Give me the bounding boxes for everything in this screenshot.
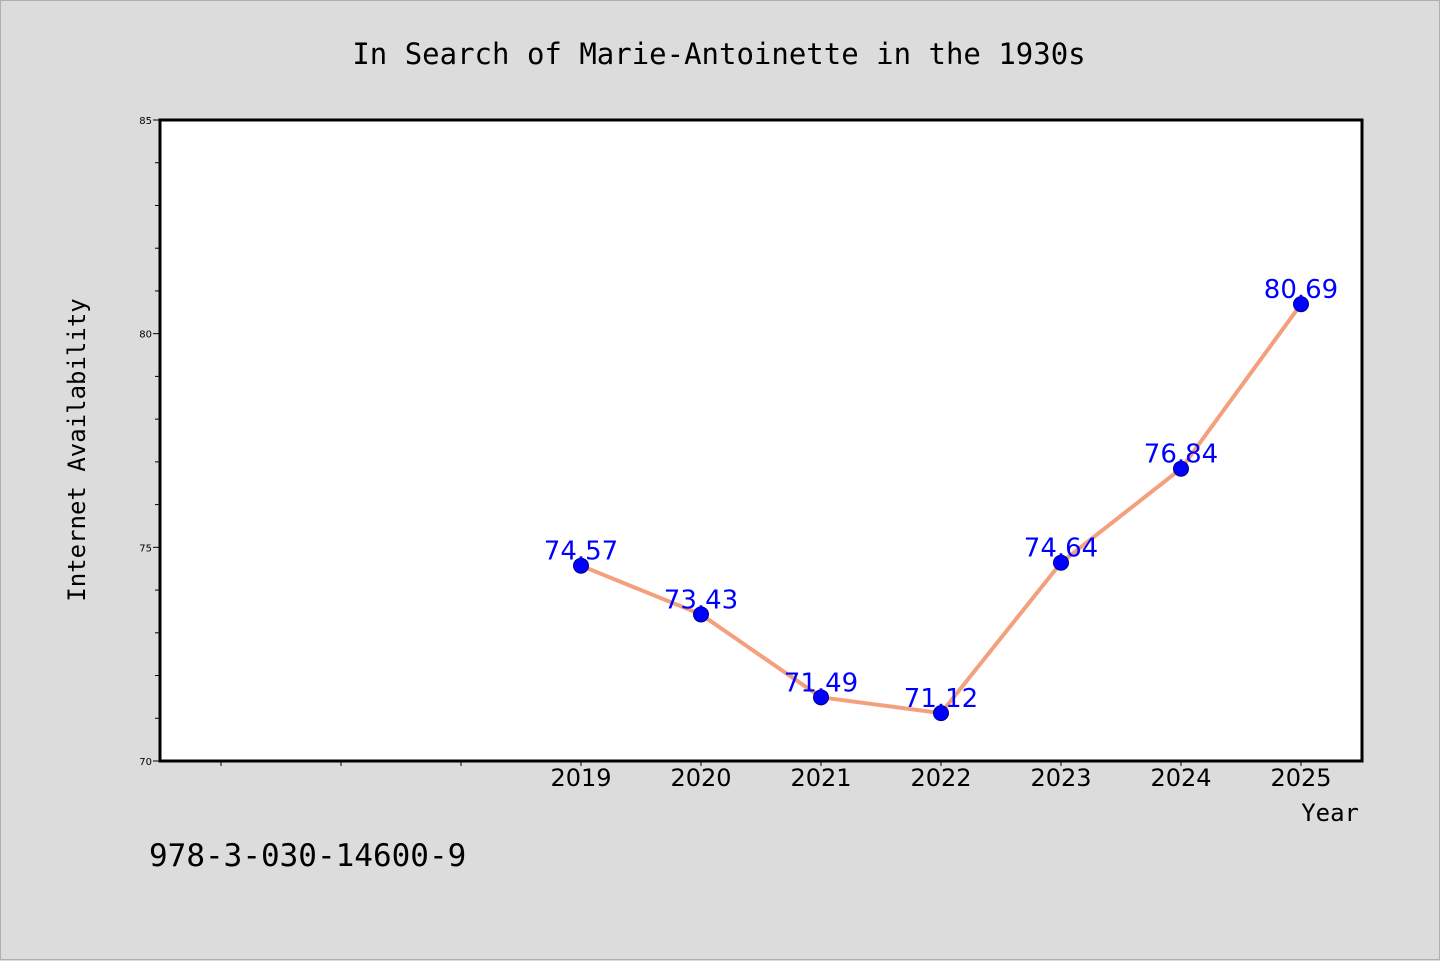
x-axis-ticks: 2019 2020 2021 2022 2023 2024 2025 xyxy=(220,761,1332,792)
y-axis-label: Internet Availability xyxy=(63,298,91,601)
data-point xyxy=(1053,554,1069,571)
data-label: 76.84 xyxy=(1144,440,1218,470)
isbn-text: 978-3-030-14600-9 xyxy=(149,838,466,874)
chart-title: In Search of Marie-Antoinette in the 193… xyxy=(352,37,1085,71)
x-tick-label: 2023 xyxy=(1030,764,1091,792)
x-tick-label: 2022 xyxy=(910,764,971,792)
x-tick-label: 2025 xyxy=(1270,764,1331,792)
data-point xyxy=(1173,460,1189,477)
data-label: 74.57 xyxy=(544,537,618,567)
y-axis-ticks: 70 75 80 85 xyxy=(139,116,160,768)
x-tick-label: 2019 xyxy=(550,764,611,792)
data-label: 74.64 xyxy=(1024,534,1098,564)
x-tick-label: 2021 xyxy=(790,764,851,792)
data-label: 71.49 xyxy=(784,668,858,698)
data-point xyxy=(573,557,589,574)
y-tick-label: 85 xyxy=(139,116,152,127)
x-tick-label: 2024 xyxy=(1150,764,1211,792)
y-tick-label: 80 xyxy=(139,330,152,341)
y-tick-label: 70 xyxy=(139,757,152,768)
data-labels: 74.57 73.43 71.49 71.12 74.64 76.84 80.69 xyxy=(544,275,1338,714)
data-point xyxy=(693,606,709,623)
data-label: 80.69 xyxy=(1264,275,1338,305)
data-point xyxy=(933,705,949,722)
x-axis-label: Year xyxy=(1301,799,1359,827)
data-point xyxy=(1293,296,1309,313)
x-tick-label: 2020 xyxy=(670,764,731,792)
data-label: 71.12 xyxy=(904,684,978,714)
data-point xyxy=(813,689,829,706)
data-label: 73.43 xyxy=(664,585,738,615)
y-tick-label: 75 xyxy=(139,543,152,554)
data-points xyxy=(573,296,1309,722)
